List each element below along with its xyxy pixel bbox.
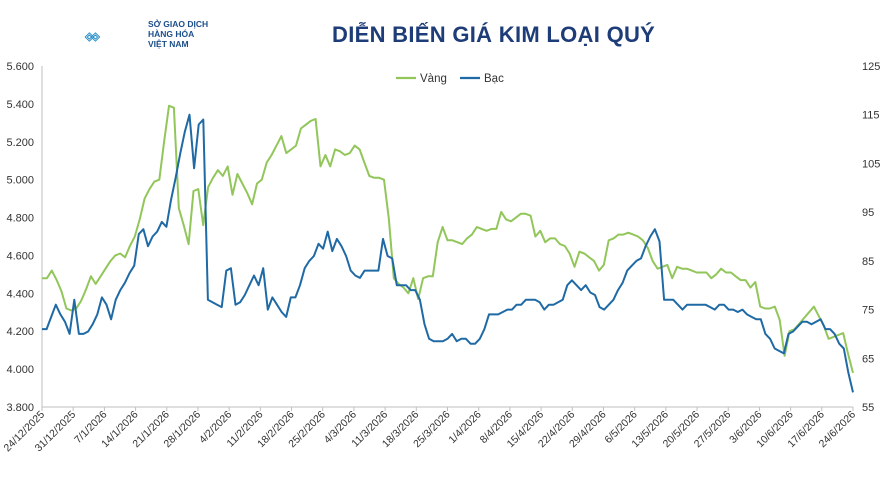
y-right-tick-label: 55 xyxy=(862,402,874,414)
legend-entry: Vàng xyxy=(420,73,447,85)
series-line-silver xyxy=(42,113,854,393)
x-tick-label: 1/4/2026 xyxy=(446,409,483,446)
y-right-tick-label: 75 xyxy=(862,305,874,317)
y-right-tick-label: 105 xyxy=(862,158,880,170)
org-name: SỞ GIAO DỊCH HÀNG HÓA VIỆT NAM xyxy=(148,19,209,49)
y-left-tick-label: 5.400 xyxy=(6,99,34,111)
y-left-tick-label: 5.600 xyxy=(6,61,34,73)
series-line-gold xyxy=(42,104,854,374)
y-left-tick-label: 3.800 xyxy=(6,402,34,414)
y-right-tick-label: 95 xyxy=(862,207,874,219)
y-left-tick-label: 4.000 xyxy=(6,364,34,376)
y-right-tick-label: 85 xyxy=(862,256,874,268)
y-right-tick-label: 125 xyxy=(862,61,880,73)
y-left-tick-label: 4.600 xyxy=(6,250,34,262)
legend-entry: Bạc xyxy=(484,73,504,85)
y-right-tick-label: 65 xyxy=(862,353,874,365)
y-left-tick-label: 4.800 xyxy=(6,213,34,225)
y-right-tick-label: 115 xyxy=(862,110,880,122)
y-left-tick-label: 5.000 xyxy=(6,175,34,187)
logo-mark xyxy=(84,32,101,42)
y-left-tick-label: 4.400 xyxy=(6,288,34,300)
chart-title: DIỄN BIẾN GIÁ KIM LOẠI QUÝ xyxy=(332,22,656,47)
y-left-tick-label: 5.200 xyxy=(6,137,34,149)
y-left-tick-label: 4.200 xyxy=(6,326,34,338)
